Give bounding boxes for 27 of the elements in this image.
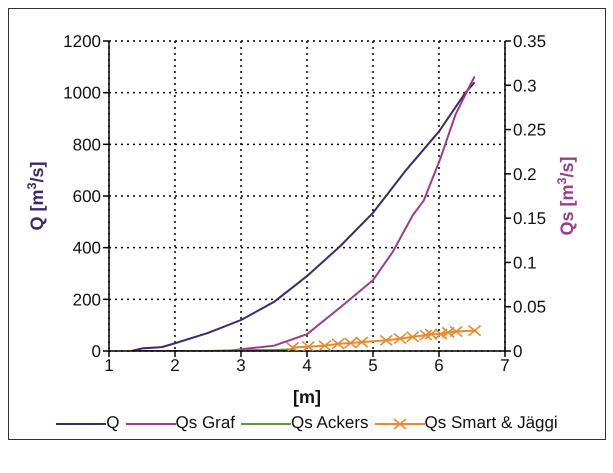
- x-tick-label: 7: [500, 356, 510, 376]
- legend-label: Qs Graf: [176, 413, 236, 432]
- x-tick-label: 6: [434, 356, 444, 376]
- legend-label: Qs Ackers: [291, 413, 368, 432]
- y2-tick-label: 0.2: [513, 164, 537, 184]
- y-tick-label: 400: [72, 238, 101, 258]
- x-tick-label: 3: [236, 356, 246, 376]
- y2-tick-label: 0.15: [513, 209, 546, 228]
- y-tick-label: 1000: [63, 84, 101, 103]
- x-axis-title: [m]: [293, 387, 321, 407]
- legend-label: Q: [106, 413, 120, 432]
- y-tick-label: 600: [72, 187, 101, 206]
- x-tick-label: 5: [368, 356, 378, 376]
- y2-tick-label: 0.3: [513, 76, 537, 96]
- legend-label: Qs Smart & Jäggi: [424, 413, 558, 432]
- x-tick-label: 2: [170, 356, 180, 376]
- y-tick-label: 800: [72, 135, 101, 154]
- y-tick-label: 1200: [63, 32, 101, 52]
- y2-tick-label: 0: [513, 342, 522, 362]
- x-tick-label: 1: [104, 356, 114, 376]
- y-tick-label: 0: [92, 342, 101, 362]
- y2-tick-label: 0.1: [513, 253, 537, 272]
- y2-tick-label: 0.25: [513, 120, 546, 140]
- y2-tick-label: 0.35: [513, 32, 546, 52]
- x-tick-label: 4: [302, 356, 312, 376]
- y-tick-label: 200: [72, 290, 101, 310]
- y2-tick-label: 0.05: [513, 298, 546, 317]
